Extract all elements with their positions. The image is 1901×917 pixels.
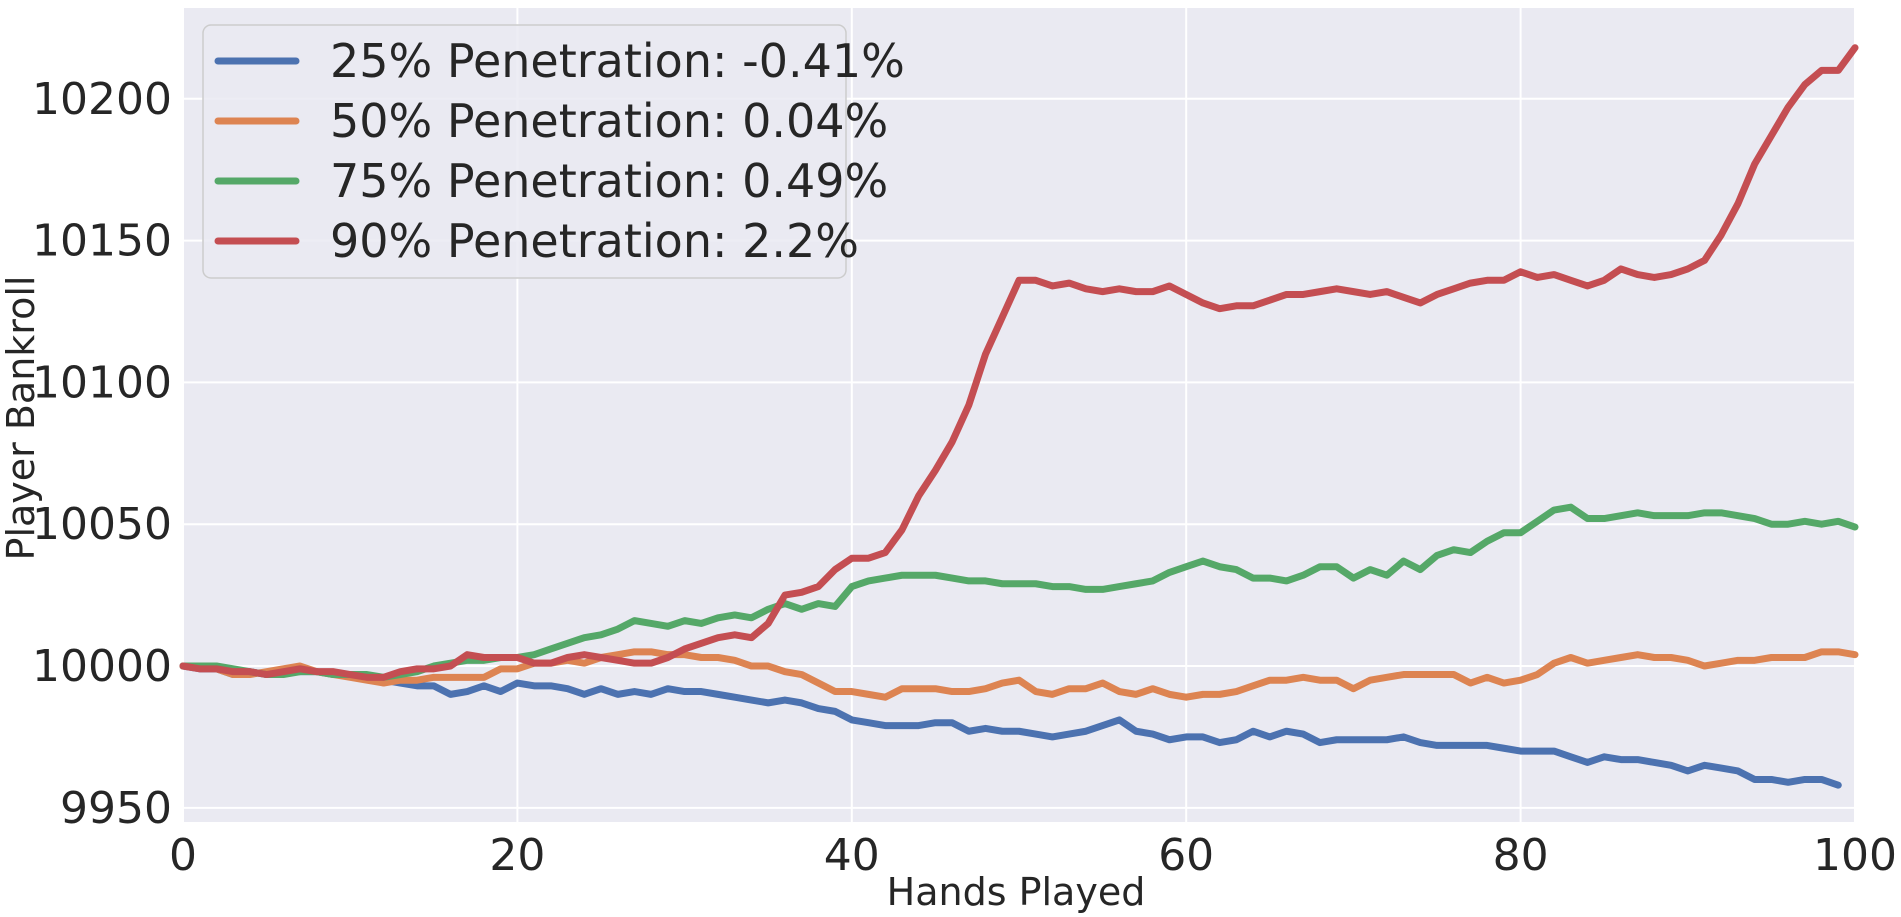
x-tick-label: 0 [169,830,197,881]
x-tick-labels: 0 20 40 60 80 100 [169,830,1897,881]
legend-box [202,24,847,279]
legend-entry: 50% Penetration: 0.04% [330,94,888,148]
legend-entry: 90% Penetration: 2.2% [330,214,859,268]
series-line-1 [179,662,1842,789]
series-line-2 [179,648,1859,701]
legend-entry: 75% Penetration: 0.49% [330,154,888,208]
y-tick-label: 9950 [60,783,172,834]
x-tick-label: 80 [1493,830,1549,881]
y-tick-label: 10050 [32,499,172,550]
y-tick-label: 10150 [32,216,172,267]
x-tick-label: 60 [1158,830,1214,881]
y-tick-label: 10000 [32,641,172,692]
legend: 25% Penetration: -0.41% 50% Penetration: … [202,24,905,279]
series-lines [179,44,1859,789]
y-tick-labels: 9950 10000 10050 10100 10150 10200 [32,74,172,834]
legend-entry: 25% Penetration: -0.41% [330,34,905,88]
y-tick-label: 10200 [32,74,172,125]
y-axis-label: Player Bankroll [0,276,43,561]
x-tick-label: 100 [1813,830,1897,881]
x-tick-label: 20 [489,830,545,881]
x-tick-label: 40 [824,830,880,881]
x-axis-label: Hands Played [887,870,1146,914]
series-line-4 [179,44,1859,681]
y-tick-label: 10100 [32,357,172,408]
